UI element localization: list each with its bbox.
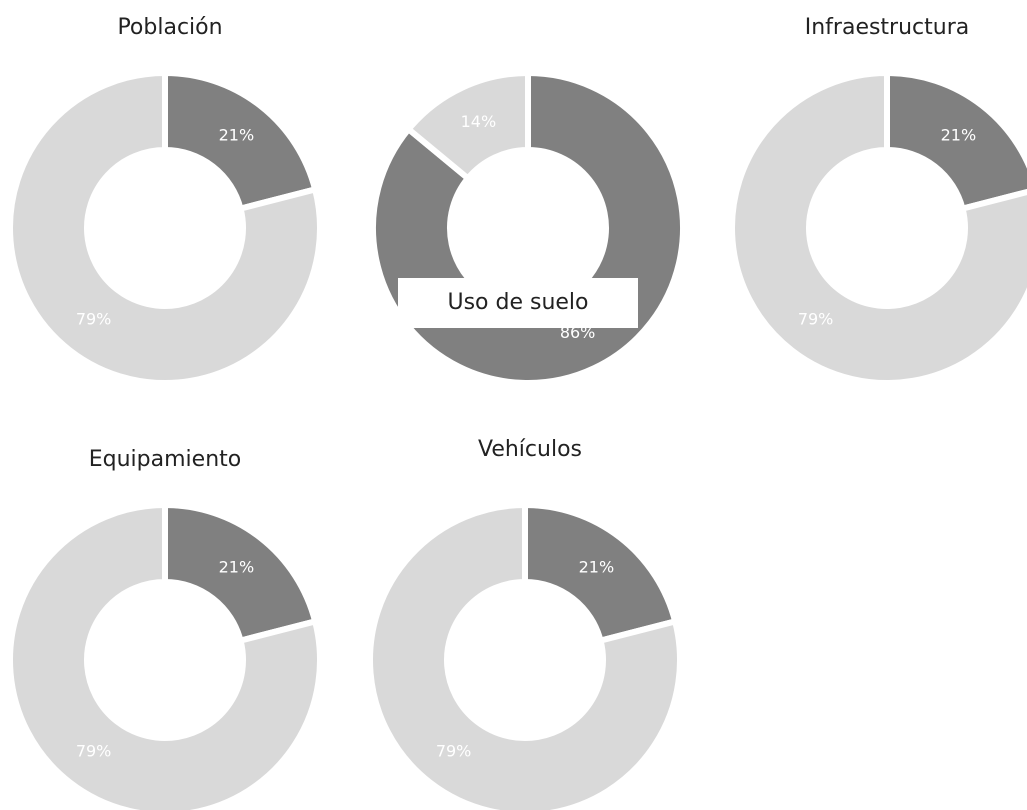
donut-slice [884, 69, 1027, 213]
value-label: 21% [219, 557, 255, 576]
value-label: 79% [436, 742, 472, 761]
donut-slice [7, 69, 323, 386]
donut-slice [7, 501, 323, 810]
value-label: 79% [798, 310, 834, 329]
donut-slice [404, 69, 531, 183]
donut-chart: 21% 79% Población [7, 15, 323, 386]
value-label: 21% [579, 557, 615, 576]
donut-chart: 21% 79% Equipamiento [7, 447, 323, 810]
value-label: 79% [76, 742, 112, 761]
donut-slice [162, 69, 319, 213]
chart-title: Población [117, 15, 222, 40]
value-label: 21% [219, 125, 255, 144]
donut-chart: 21% 79% Infraestructura [729, 15, 1027, 386]
chart-title: Vehículos [478, 437, 582, 462]
value-label: 79% [76, 310, 112, 329]
donut-slice [367, 501, 683, 810]
donut-chart: 86%14%Uso de suelo [370, 69, 686, 386]
donut-slice [729, 69, 1027, 386]
chart-title: Infraestructura [805, 15, 970, 40]
chart-title: Uso de suelo [447, 290, 588, 315]
donut-slice [522, 501, 679, 645]
chart-title: Equipamiento [89, 447, 241, 472]
value-label: 14% [461, 112, 497, 131]
donut-chart: 21% 79% Vehículos [367, 437, 683, 810]
title-box [398, 278, 638, 328]
value-label: 21% [941, 125, 977, 144]
donut-slice [162, 501, 319, 645]
